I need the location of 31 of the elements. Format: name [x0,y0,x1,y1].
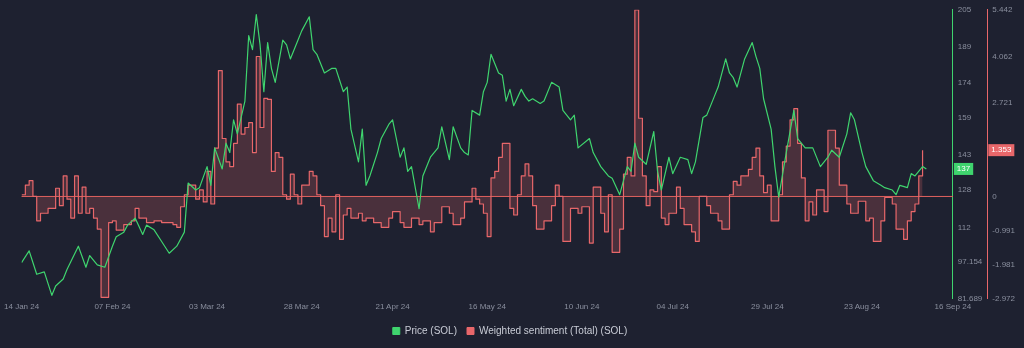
x-tick-label: 04 Jul 24 [656,302,690,312]
x-tick-label: 16 Sep 24 [934,302,972,312]
y-tick-label: 112 [957,222,972,232]
y2-tick-label: 4.062 [992,52,1013,62]
x-tick-label: 03 Mar 24 [189,302,226,312]
y-tick-label: 128 [957,185,972,195]
x-tick-label: 14 Jan 24 [4,302,40,312]
y-tick-label: 143 [957,150,972,160]
text: 137 [956,164,971,174]
text: 1.353 [991,145,1012,155]
y-tick-label: 189 [957,42,972,52]
legend-label: Weighted sentiment (Total) (SOL) [479,324,628,336]
y2-tick-label: 0 [992,191,998,201]
legend-label: Price (SOL) [404,324,458,336]
y-tick-label: 81.689 [957,293,983,303]
y-tick-label: 97.154 [957,257,983,267]
y2-tick-label: 5.442 [992,5,1013,14]
y2-tick-label: -2.972 [992,293,1016,303]
y-tick-label: 174 [957,77,972,87]
x-tick-label: 21 Apr 24 [375,302,411,312]
x-tick-label: 16 May 24 [468,302,507,312]
y2-tick-label: -0.991 [992,225,1016,235]
x-tick-label: 29 Jul 24 [751,302,785,312]
x-tick-label: 23 Aug 24 [843,302,881,312]
x-tick-label: 10 Jun 24 [564,302,600,312]
x-tick-label: 28 Mar 24 [283,302,321,312]
y2-tick-label: 2.721 [992,98,1013,108]
y2-tick-label: -1.981 [992,259,1016,269]
y-tick-label: 205 [957,5,972,14]
x-tick-label: 07 Feb 24 [94,302,131,312]
y-tick-label: 159 [957,112,972,122]
